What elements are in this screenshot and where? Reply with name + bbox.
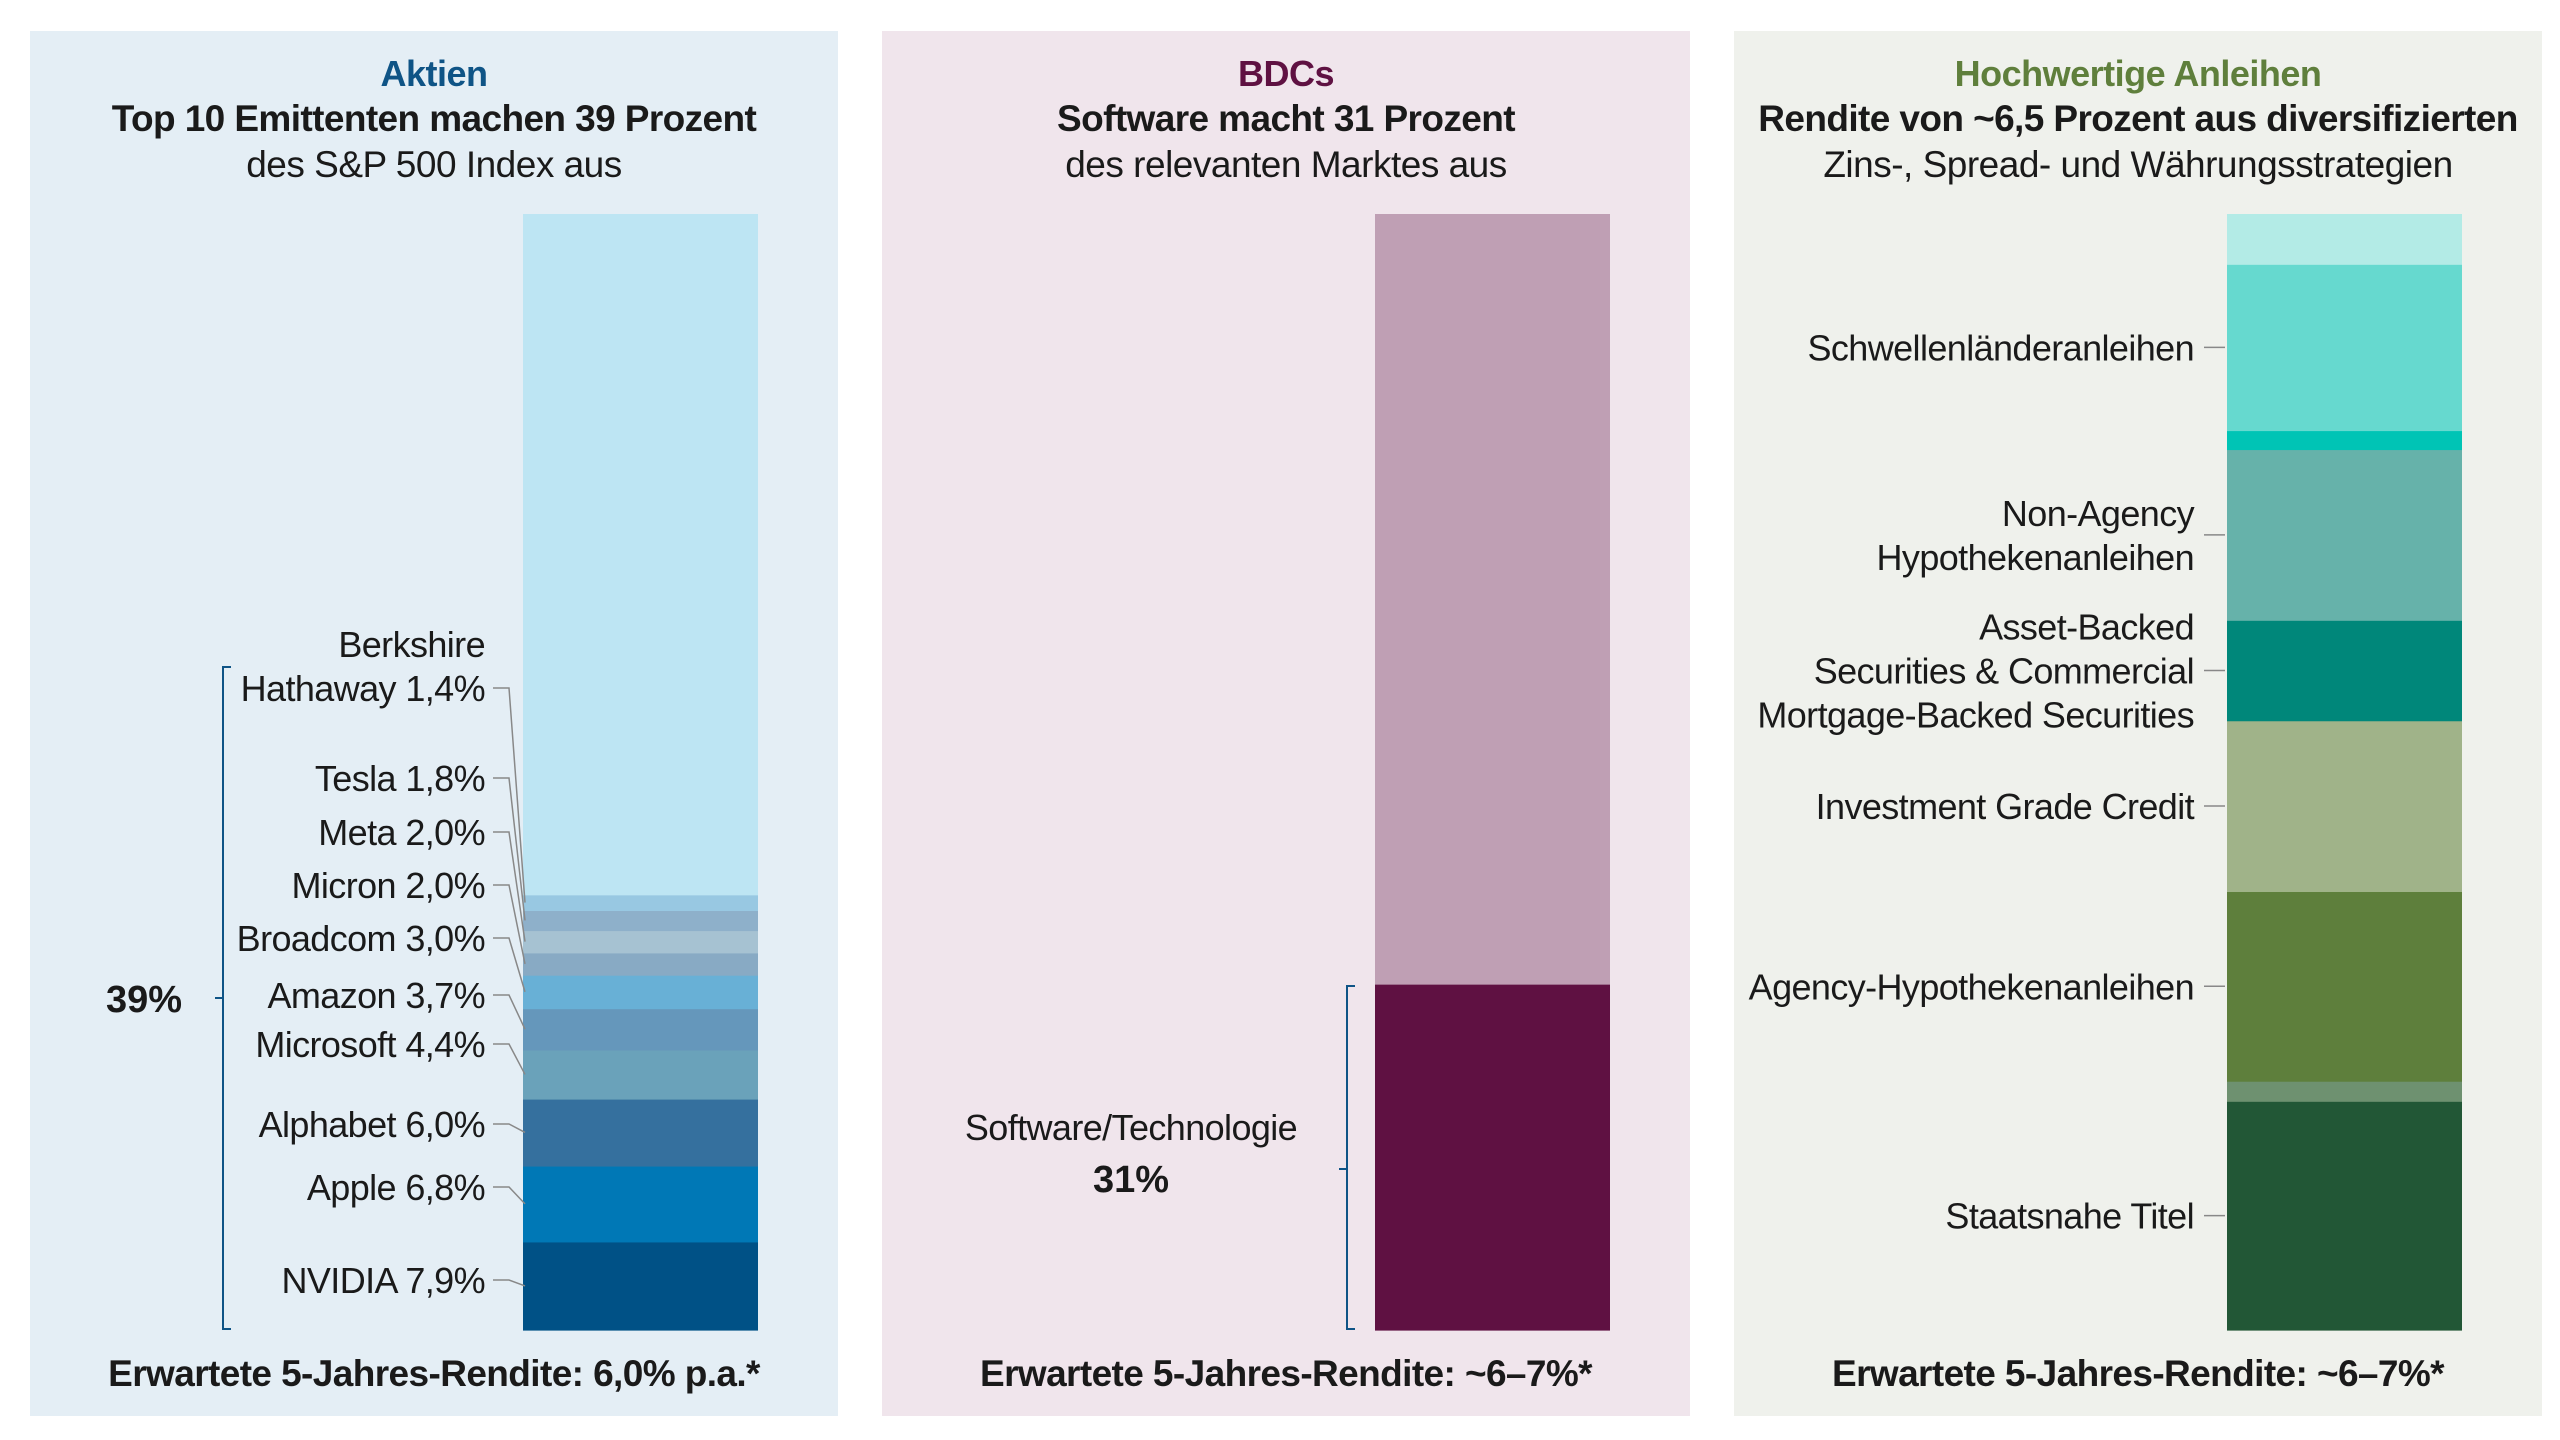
panel-category: Aktien (380, 53, 488, 94)
segment-label-tesla: Tesla 1,8% (315, 758, 485, 799)
bar-segment-agency-hypothekenanleihen (2227, 891, 2462, 1082)
bracket (215, 666, 231, 1330)
panel-footer: Erwartete 5-Jahres-Rendite: ~6–7%* (1832, 1353, 2445, 1394)
panel-footer: Erwartete 5-Jahres-Rendite: 6,0% p.a.* (108, 1353, 760, 1394)
panel-category: BDCs (1237, 53, 1335, 94)
segment-label-schwellenl-nderanleihen: Schwellenländeranleihen (1808, 327, 2195, 368)
segment-label-investment-grade-credit: Investment Grade Credit (1816, 786, 2195, 827)
bar-segment-unlabeled-2 (2227, 430, 2462, 451)
panel-title: Top 10 Emittenten machen 39 Prozent (111, 98, 757, 139)
segment-value-label: 31% (1093, 1159, 1169, 1201)
bar-segment-non-agency-hypothekenanleihen (2227, 449, 2462, 621)
panel-bdcs: BDCs Software macht 31 Prozent des relev… (882, 31, 1690, 1416)
bar-segment-tesla (523, 910, 758, 932)
segment-label-amazon: Amazon 3,7% (267, 975, 485, 1016)
bar-segment-unlabeled-1 (2227, 1081, 2462, 1102)
segment-label-software-technologie: Software/Technologie (965, 1107, 1297, 1148)
panel-title: Software macht 31 Prozent (1057, 98, 1516, 139)
bar-segment-broadcom (523, 975, 758, 1010)
panel-subtitle: des relevanten Marktes aus (1065, 144, 1507, 185)
segment-label-apple: Apple 6,8% (307, 1167, 485, 1208)
leader-line-berkshire-hathaway (493, 687, 526, 903)
bar-segment-micron (523, 952, 758, 976)
segment-label-berkshire-hathaway: Berkshire Hathaway 1,4% (241, 624, 485, 709)
segment-label-microsoft: Microsoft 4,4% (255, 1024, 485, 1065)
bar-segment-apple (523, 1165, 758, 1243)
bar-segment-rest (1375, 214, 1610, 985)
segment-label-micron: Micron 2,0% (292, 865, 485, 906)
bar-segment-nvidia (523, 1241, 758, 1331)
bar-segment-schwellenl-nderanleihen (2227, 264, 2462, 432)
leader-line-tesla (493, 777, 526, 921)
bar-segment-microsoft (523, 1049, 758, 1100)
segment-label-asset-backed-securities-commercial-mortgage-backed-securities: Asset-Backed Securities & Commercial Mortg… (1757, 606, 2194, 735)
segment-label-non-agency-hypothekenanleihen: Non-Agency Hypothekenanleihen (1877, 493, 2195, 578)
leader-line-microsoft (493, 1043, 526, 1075)
panel-anleihen: Hochwertige Anleihen Rendite von ~6,5 Pr… (1734, 31, 2542, 1416)
panel-aktien: Aktien Top 10 Emittenten machen 39 Proze… (30, 31, 838, 1416)
leader-line-apple (493, 1186, 526, 1205)
bar-segment-asset-backed-securities-commercial-mortgage-backed-securities (2227, 620, 2462, 722)
segment-label-broadcom: Broadcom 3,0% (237, 918, 485, 959)
segment-label-meta: Meta 2,0% (318, 812, 485, 853)
bar-segment-rest (523, 214, 758, 896)
stacked-bar-aktien: NVIDIA 7,9% Apple 6,8% Alphabet 6,0% Micros… (106, 214, 758, 1331)
bar-segment-amazon (523, 1008, 758, 1051)
panel-category: Hochwertige Anleihen (1954, 53, 2322, 94)
bar-segment-unlabeled-3 (2227, 214, 2462, 265)
segment-label-nvidia: NVIDIA 7,9% (282, 1260, 486, 1301)
leader-line-broadcom (493, 937, 526, 993)
leader-line-amazon (493, 994, 526, 1030)
bar-segment-meta (523, 930, 758, 954)
segment-label-alphabet: Alphabet 6,0% (259, 1104, 485, 1145)
panel-footer: Erwartete 5-Jahres-Rendite: ~6–7%* (980, 1353, 1593, 1394)
bar-segment-software-technologie (1375, 984, 1610, 1331)
panel-subtitle: Zins-, Spread- und Währungsstrategien (1823, 144, 2453, 185)
bar-segment-alphabet (523, 1098, 758, 1167)
bar-segment-investment-grade-credit (2227, 720, 2462, 893)
bar-segment-berkshire-hathaway (523, 894, 758, 911)
leader-line-alphabet (493, 1123, 526, 1134)
segment-label-agency-hypothekenanleihen: Agency-Hypothekenanleihen (1749, 966, 2194, 1007)
leader-line-micron (493, 884, 526, 965)
segment-label-staatsnahe-titel: Staatsnahe Titel (1945, 1196, 2194, 1237)
bracket-label: 39% (106, 979, 182, 1021)
panel-subtitle: des S&P 500 Index aus (246, 144, 622, 185)
stacked-bar-anleihen: Staatsnahe Titel Agency-Hypothekenanleihe… (1749, 214, 2462, 1331)
leader-line-nvidia (493, 1279, 526, 1287)
bar-segment-staatsnahe-titel (2227, 1101, 2462, 1331)
panel-title: Rendite von ~6,5 Prozent aus diversifizi… (1758, 98, 2518, 139)
bracket (1339, 985, 1355, 1330)
leader-line-meta (493, 831, 526, 942)
stacked-bar-bdcs: Software/Technologie 31% (965, 214, 1610, 1331)
